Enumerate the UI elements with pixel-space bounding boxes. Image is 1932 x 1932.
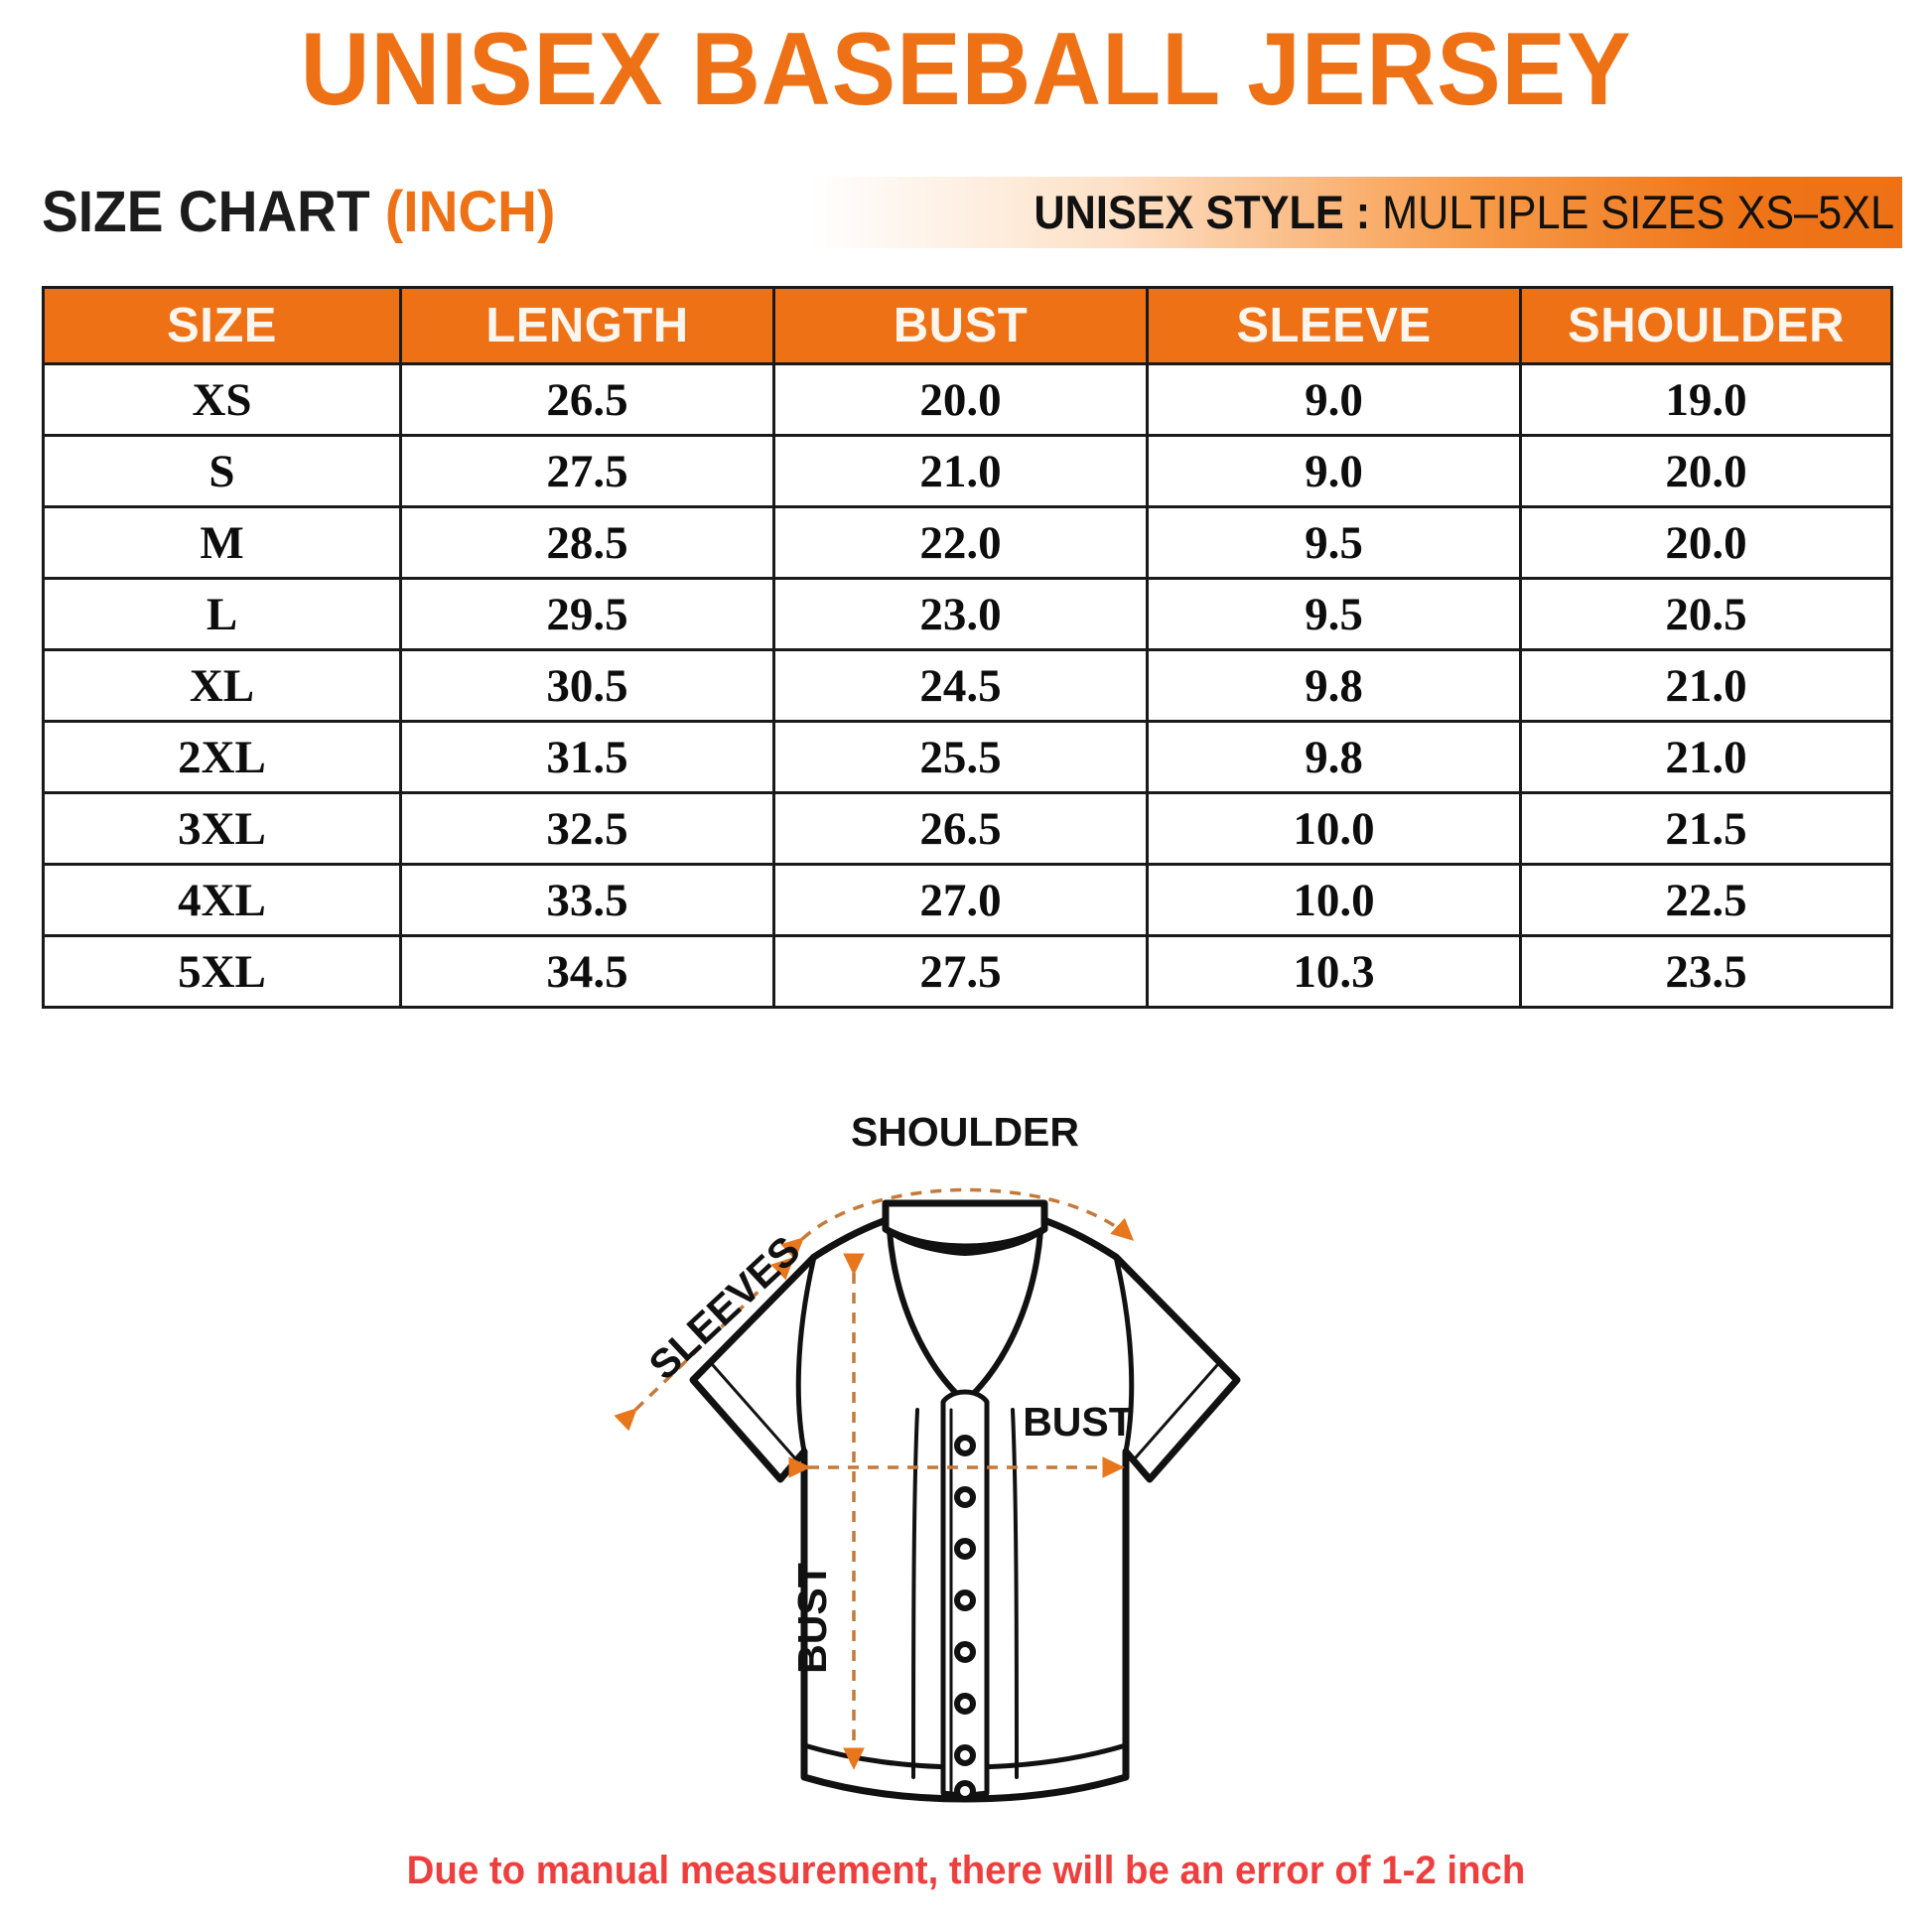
button (954, 1589, 976, 1611)
cell-length: 27.5 (399, 434, 775, 508)
page-title: UNISEX BASEBALL JERSEY (300, 12, 1632, 127)
cell-sleeve: 9.5 (1146, 505, 1522, 580)
table-row: M 28.5 22.0 9.5 20.0 (42, 505, 1893, 580)
shoulder-label: SHOULDER (851, 1109, 1079, 1155)
style-value: MULTIPLE SIZES XS–5XL (1382, 186, 1894, 238)
button (954, 1780, 976, 1802)
cell-bust: 23.0 (772, 577, 1149, 651)
cell-size: 3XL (42, 791, 402, 866)
cell-bust: 26.5 (772, 791, 1149, 866)
left-armscye (795, 1254, 817, 1454)
cell-bust: 27.5 (772, 934, 1149, 1009)
cell-size: XL (42, 648, 402, 723)
front-panel-edge-left (911, 1408, 919, 1779)
right-cuff-hem (1134, 1363, 1219, 1459)
column-header-size: SIZE (42, 286, 402, 365)
cell-bust: 20.0 (772, 362, 1149, 437)
table-row: 5XL 34.5 27.5 10.3 23.5 (42, 934, 1893, 1009)
button (954, 1744, 976, 1766)
cell-size: 5XL (42, 934, 402, 1009)
size-chart-text: SIZE CHART (42, 180, 370, 244)
table-header-row: SIZE LENGTH BUST SLEEVE SHOULDER (42, 286, 1893, 365)
cell-sleeve: 9.8 (1146, 720, 1522, 794)
cell-sleeve: 9.0 (1146, 434, 1522, 508)
size-table-container: SIZE LENGTH BUST SLEEVE SHOULDER XS 26.5… (42, 286, 1893, 1009)
cell-shoulder: 21.5 (1519, 791, 1893, 866)
cell-length: 33.5 (399, 863, 775, 937)
bust-vertical-label: BUST (789, 1563, 835, 1674)
cell-length: 31.5 (399, 720, 775, 794)
cell-sleeve: 9.5 (1146, 577, 1522, 651)
cell-length: 28.5 (399, 505, 775, 580)
column-header-length: LENGTH (399, 286, 775, 365)
cell-shoulder: 20.5 (1519, 577, 1893, 651)
cell-bust: 21.0 (772, 434, 1149, 508)
cell-shoulder: 21.0 (1519, 648, 1893, 723)
button-group (954, 1435, 976, 1802)
cell-length: 34.5 (399, 934, 775, 1009)
cell-shoulder: 21.0 (1519, 720, 1893, 794)
table-body: XS 26.5 20.0 9.0 19.0 S 27.5 21.0 9.0 20… (42, 362, 1893, 1009)
cell-shoulder: 23.5 (1519, 934, 1893, 1009)
cell-sleeve: 10.3 (1146, 934, 1522, 1009)
cell-size: S (42, 434, 402, 508)
cell-bust: 22.0 (772, 505, 1149, 580)
cell-shoulder: 20.0 (1519, 505, 1893, 580)
sleeves-arrow (614, 1257, 795, 1432)
cell-shoulder: 19.0 (1519, 362, 1893, 437)
cell-shoulder: 22.5 (1519, 863, 1893, 937)
jersey-measurement-diagram: SHOULDER SLEEVES BUST BUST (516, 1082, 1416, 1866)
button (954, 1693, 976, 1715)
table-row: XL 30.5 24.5 9.8 21.0 (42, 648, 1893, 723)
button (954, 1641, 976, 1663)
column-header-shoulder: SHOULDER (1519, 286, 1893, 365)
size-chart-label: SIZE CHART (INCH) (42, 175, 555, 250)
button (954, 1486, 976, 1508)
cell-size: 4XL (42, 863, 402, 937)
measurement-arrows (614, 1187, 1135, 1478)
table-row: XS 26.5 20.0 9.0 19.0 (42, 362, 1893, 437)
style-label: UNISEX STYLE : (1034, 186, 1371, 238)
button (954, 1538, 976, 1560)
cell-bust: 25.5 (772, 720, 1149, 794)
cell-length: 32.5 (399, 791, 775, 866)
table-row: 2XL 31.5 25.5 9.8 21.0 (42, 720, 1893, 794)
subheader: SIZE CHART (INCH) UNISEX STYLE : MULTIPL… (0, 175, 1932, 250)
cell-length: 26.5 (399, 362, 775, 437)
cell-shoulder: 20.0 (1519, 434, 1893, 508)
shoulder-arrow (780, 1187, 1135, 1261)
cell-size: XS (42, 362, 402, 437)
bust-horizontal-label: BUST (1023, 1399, 1134, 1445)
style-banner-text: UNISEX STYLE : MULTIPLE SIZES XS–5XL (1034, 177, 1894, 248)
cell-size: 2XL (42, 720, 402, 794)
unit-label: (INCH) (384, 180, 556, 244)
table-row: L 29.5 23.0 9.5 20.5 (42, 577, 1893, 651)
front-panel-edge-right (1011, 1408, 1019, 1779)
button (954, 1435, 976, 1456)
cell-length: 29.5 (399, 577, 775, 651)
cell-length: 30.5 (399, 648, 775, 723)
cell-bust: 24.5 (772, 648, 1149, 723)
column-header-sleeve: SLEEVE (1146, 286, 1522, 365)
cell-bust: 27.0 (772, 863, 1149, 937)
table-row: 3XL 32.5 26.5 10.0 21.5 (42, 791, 1893, 866)
cell-sleeve: 9.8 (1146, 648, 1522, 723)
cell-sleeve: 10.0 (1146, 791, 1522, 866)
style-banner: UNISEX STYLE : MULTIPLE SIZES XS–5XL (715, 177, 1902, 248)
column-header-bust: BUST (772, 286, 1149, 365)
cell-sleeve: 10.0 (1146, 863, 1522, 937)
measurement-disclaimer: Due to manual measurement, there will be… (406, 1849, 1526, 1892)
table-row: S 27.5 21.0 9.0 20.0 (42, 434, 1893, 508)
table-row: 4XL 33.5 27.0 10.0 22.5 (42, 863, 1893, 937)
cell-sleeve: 9.0 (1146, 362, 1522, 437)
right-armscye (1113, 1254, 1135, 1454)
cell-size: L (42, 577, 402, 651)
size-table: SIZE LENGTH BUST SLEEVE SHOULDER XS 26.5… (42, 286, 1893, 1009)
cell-size: M (42, 505, 402, 580)
